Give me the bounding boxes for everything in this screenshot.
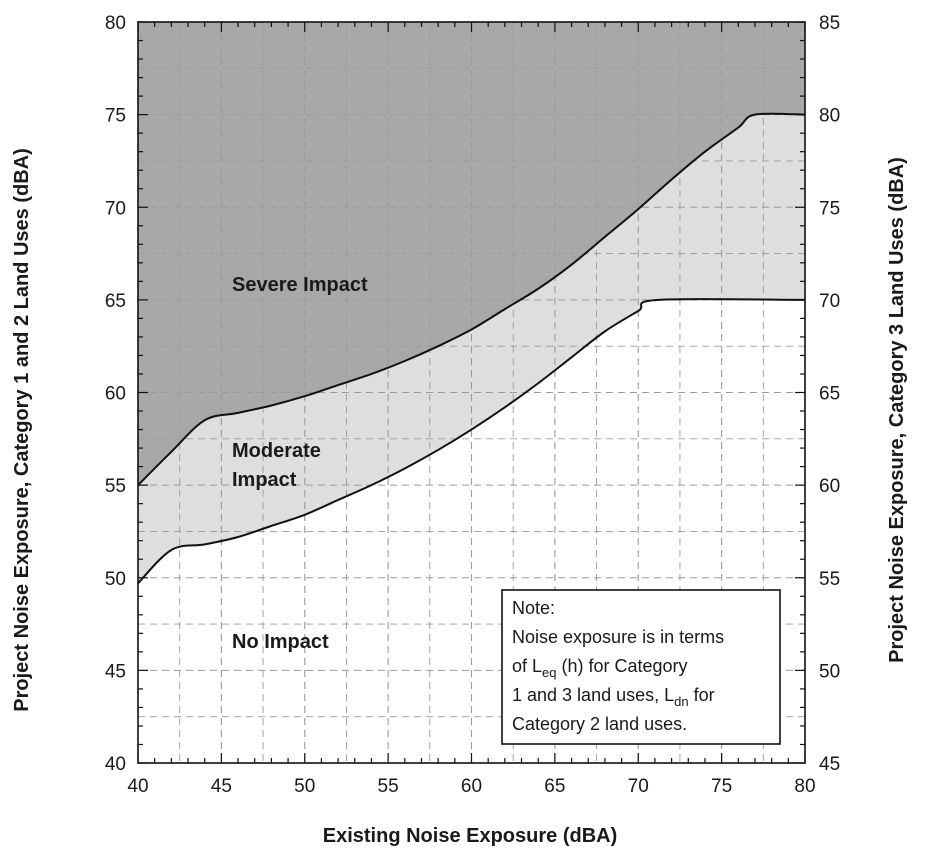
no-impact-label: No Impact <box>232 631 329 653</box>
x-tick-label: 45 <box>211 776 232 797</box>
note-line-2: of Leq (h) for Category <box>512 656 688 680</box>
y-left-tick-label: 50 <box>105 569 126 590</box>
moderate-impact-label-line2: Impact <box>232 469 297 491</box>
y-left-tick-label: 75 <box>105 106 126 127</box>
y-right-tick-label: 55 <box>819 569 840 590</box>
tick-marks <box>137 21 806 764</box>
note-line-3: 1 and 3 land uses, Ldn for <box>512 685 715 709</box>
y-right-axis-title: Project Noise Exposure, Category 3 Land … <box>886 157 908 663</box>
note-box: Note: Noise exposure is in terms of Leq … <box>501 589 781 745</box>
x-tick-label: 40 <box>127 776 148 797</box>
x-tick-labels: 40 45 50 55 60 65 70 75 80 <box>127 776 815 797</box>
y-right-tick-label: 65 <box>819 384 840 405</box>
severe-impact-label: Severe Impact <box>232 274 368 296</box>
note-line-1: Noise exposure is in terms <box>512 627 724 647</box>
y-right-tick-label: 45 <box>819 754 840 775</box>
y-left-axis-title: Project Noise Exposure, Category 1 and 2… <box>11 148 33 711</box>
y-left-tick-label: 40 <box>105 754 126 775</box>
x-tick-label: 75 <box>711 776 732 797</box>
y-right-tick-label: 85 <box>819 13 840 34</box>
x-tick-label: 65 <box>544 776 565 797</box>
y-right-tick-label: 75 <box>819 198 840 219</box>
x-axis-title: Existing Noise Exposure (dBA) <box>323 825 618 847</box>
note-line-3-sub: dn <box>674 694 688 709</box>
y-right-tick-labels: 45 50 55 60 65 70 75 80 85 <box>819 13 840 775</box>
note-line-2-pre: of L <box>512 656 542 676</box>
y-right-tick-label: 70 <box>819 291 840 312</box>
note-line-2-post: (h) for Category <box>557 656 688 676</box>
x-tick-label: 50 <box>294 776 315 797</box>
note-line-3-pre: 1 and 3 land uses, L <box>512 685 674 705</box>
threshold-curves <box>137 112 806 585</box>
y-left-tick-label: 60 <box>105 384 126 405</box>
y-left-tick-labels: 40 45 50 55 60 65 70 75 80 <box>105 13 126 775</box>
x-tick-label: 70 <box>628 776 649 797</box>
x-tick-label: 60 <box>461 776 482 797</box>
x-tick-label: 80 <box>794 776 815 797</box>
y-left-tick-label: 80 <box>105 13 126 34</box>
y-right-tick-label: 60 <box>819 476 840 497</box>
x-tick-label: 55 <box>378 776 399 797</box>
moderate-impact-label-line1: Moderate <box>232 440 321 462</box>
note-line-3-post: for <box>689 685 715 705</box>
note-line-4: Category 2 land uses. <box>512 714 687 734</box>
severe-threshold-curve <box>137 112 806 486</box>
y-right-tick-label: 80 <box>819 106 840 127</box>
y-left-tick-label: 55 <box>105 476 126 497</box>
moderate-threshold-curve <box>137 298 806 585</box>
y-right-tick-label: 50 <box>819 661 840 682</box>
y-left-tick-label: 45 <box>105 661 126 682</box>
note-line-2-sub: eq <box>542 665 556 680</box>
note-heading: Note: <box>512 598 555 618</box>
y-left-tick-label: 65 <box>105 291 126 312</box>
y-left-tick-label: 70 <box>105 198 126 219</box>
